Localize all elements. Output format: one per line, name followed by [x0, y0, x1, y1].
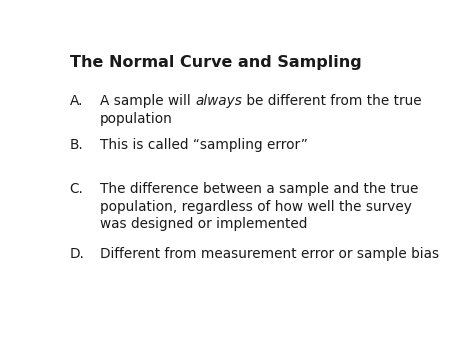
- Text: always: always: [195, 94, 242, 108]
- Text: Different from measurement error or sample bias: Different from measurement error or samp…: [100, 247, 439, 262]
- Text: This is called “sampling error”: This is called “sampling error”: [100, 138, 308, 152]
- Text: population: population: [100, 112, 173, 126]
- Text: D.: D.: [69, 247, 85, 262]
- Text: be different from the true: be different from the true: [242, 94, 422, 108]
- Text: B.: B.: [69, 138, 83, 152]
- Text: The difference between a sample and the true
population, regardless of how well : The difference between a sample and the …: [100, 183, 418, 231]
- Text: C.: C.: [69, 183, 83, 196]
- Text: The Normal Curve and Sampling: The Normal Curve and Sampling: [69, 55, 361, 70]
- Text: A.: A.: [69, 94, 83, 108]
- Text: A sample will: A sample will: [100, 94, 195, 108]
